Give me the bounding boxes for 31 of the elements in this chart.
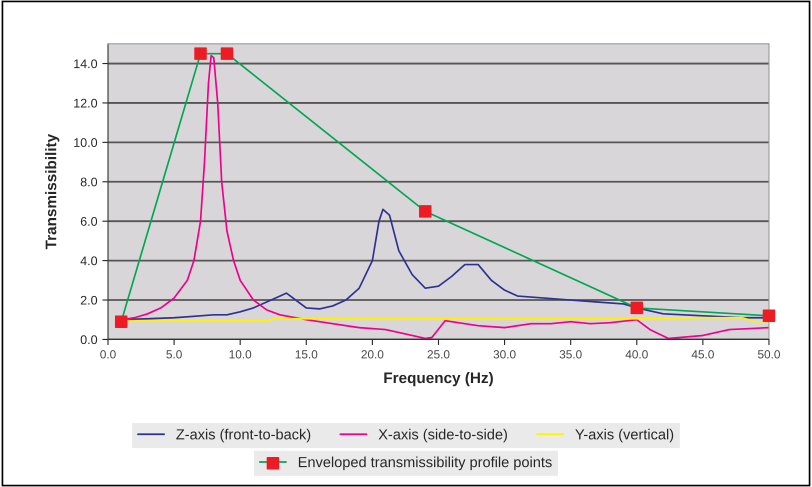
y-tick-label: 6.0: [80, 216, 98, 226]
x-tick-label: 5.0: [166, 350, 182, 359]
point: [419, 205, 432, 218]
y-tick-label: 14.0: [74, 59, 98, 68]
legend-label: Enveloped transmissibility profile points: [298, 456, 552, 470]
x-tick-label: 30.0: [494, 350, 516, 359]
legend-label: X-axis (side-to-side): [378, 428, 507, 442]
y-tick-label: 10.0: [74, 138, 98, 148]
x-tick-label: 40.0: [626, 350, 648, 359]
x-tick-label: 15.0: [296, 350, 318, 359]
x-tick-label: 45.0: [692, 350, 714, 359]
point: [762, 310, 776, 322]
y-tick-label: 8.0: [80, 178, 98, 186]
x-tick-label: 35.0: [560, 350, 582, 359]
legend-label: Z-axis (front-to-back): [176, 428, 310, 442]
y-tick-label: 2.0: [80, 296, 98, 305]
y-axis-title: Transmissibility: [45, 134, 60, 250]
x-axis-title: Frequency (Hz): [384, 372, 493, 386]
y-tick-label: 12.0: [74, 98, 98, 108]
point: [194, 47, 207, 60]
point: [114, 315, 128, 328]
y-tick-label: 4.0: [80, 256, 98, 266]
x-tick-label: 25.0: [428, 350, 450, 359]
legend-label: Y-axis (vertical): [575, 428, 674, 442]
x-tick-label: 0.0: [100, 350, 116, 359]
x-tick-label: 20.0: [361, 350, 384, 359]
x-tick-label: 50.0: [758, 350, 780, 359]
point: [630, 302, 644, 314]
point: [220, 47, 234, 60]
y-tick-label: 0.0: [80, 335, 98, 344]
x-tick-label: 10.0: [230, 350, 252, 359]
